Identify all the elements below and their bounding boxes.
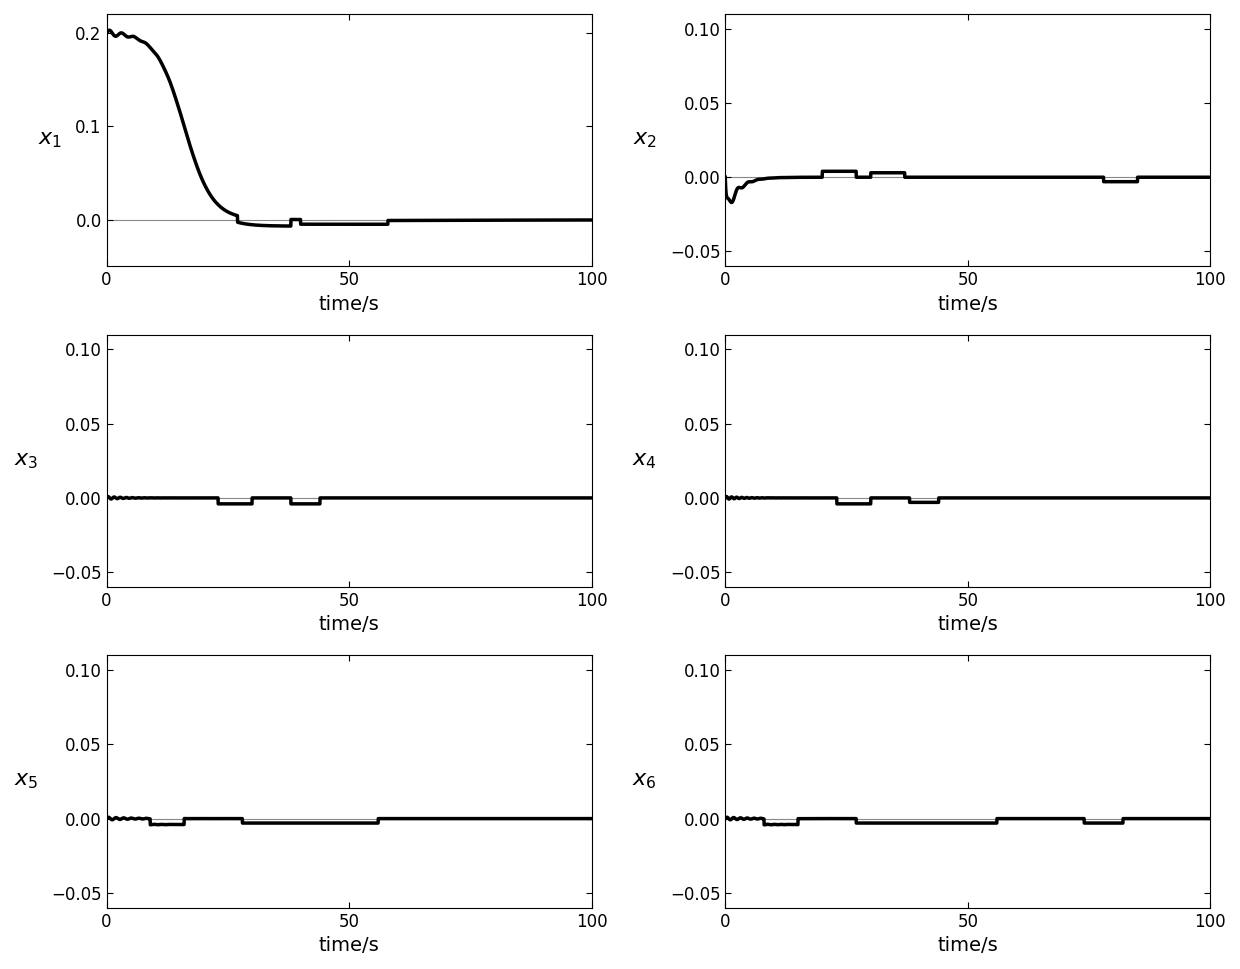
X-axis label: time/s: time/s (319, 936, 379, 955)
Y-axis label: $x_{3}$: $x_{3}$ (14, 451, 38, 471)
Y-axis label: $x_{6}$: $x_{6}$ (632, 771, 657, 792)
Y-axis label: $x_{4}$: $x_{4}$ (632, 451, 657, 471)
X-axis label: time/s: time/s (937, 295, 998, 314)
X-axis label: time/s: time/s (319, 295, 379, 314)
X-axis label: time/s: time/s (319, 615, 379, 635)
Y-axis label: $x_{2}$: $x_{2}$ (632, 130, 657, 150)
Y-axis label: $x_{1}$: $x_{1}$ (38, 130, 62, 150)
Y-axis label: $x_{5}$: $x_{5}$ (14, 771, 38, 792)
X-axis label: time/s: time/s (937, 936, 998, 955)
X-axis label: time/s: time/s (937, 615, 998, 635)
